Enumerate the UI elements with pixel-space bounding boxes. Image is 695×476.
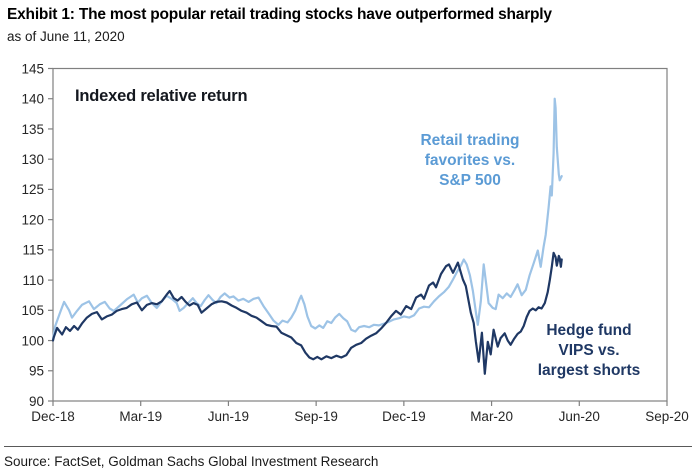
x-tick-label: Mar-19 xyxy=(119,409,162,424)
y-tick-label: 125 xyxy=(21,182,44,197)
y-tick-label: 110 xyxy=(22,273,44,288)
x-tick-label: Dec-18 xyxy=(31,409,75,424)
series-line-retail-favorites xyxy=(51,97,563,341)
footer-divider xyxy=(4,446,692,447)
x-tick-label: Sep-20 xyxy=(645,409,689,424)
y-tick-label: 140 xyxy=(21,92,44,107)
annotation-hedge-series: Hedge fund VIPS vs. largest shorts xyxy=(537,322,641,379)
x-tick-label: Dec-19 xyxy=(382,409,426,424)
chart-inner-title: Indexed relative return xyxy=(75,87,248,105)
y-tick-label: 90 xyxy=(29,394,44,409)
series-line-hedge-fund-vips xyxy=(51,251,563,375)
y-tick-label: 120 xyxy=(21,212,44,227)
y-tick-label: 135 xyxy=(21,122,44,137)
x-tick-label: Jun-19 xyxy=(208,409,249,424)
y-tick-label: 130 xyxy=(21,152,44,167)
exhibit-title: Exhibit 1: The most popular retail tradi… xyxy=(7,6,552,23)
y-tick-label: 95 xyxy=(29,364,44,379)
x-tick-label: Sep-19 xyxy=(294,409,338,424)
y-tick-label: 145 xyxy=(21,61,44,76)
source-note: Source: FactSet, Goldman Sachs Global In… xyxy=(4,454,379,469)
x-tick-label: Mar-20 xyxy=(470,409,513,424)
y-tick-label: 115 xyxy=(22,243,44,258)
plot-border xyxy=(52,67,668,402)
annotation-retail-series: Retail trading favorites vs. S&P 500 xyxy=(420,132,520,189)
x-tick-label: Jun-20 xyxy=(559,409,600,424)
exhibit-subtitle: as of June 11, 2020 xyxy=(7,29,125,44)
y-tick-label: 105 xyxy=(21,303,44,318)
y-tick-label: 100 xyxy=(21,333,44,348)
